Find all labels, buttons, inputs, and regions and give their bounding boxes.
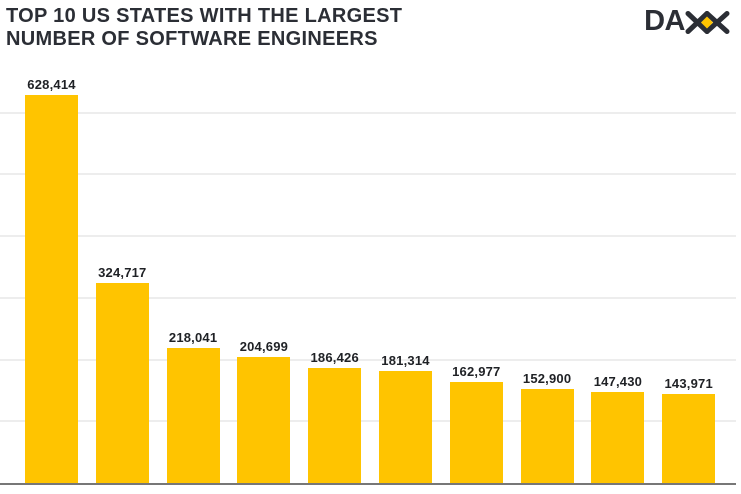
gridline (0, 111, 736, 114)
bar (591, 391, 645, 483)
gridline (0, 235, 736, 238)
daxx-logo-text: DA (644, 4, 685, 37)
chart-title-line1: TOP 10 US STATES WITH THE LARGEST (6, 5, 403, 27)
bar-value-label: 152,900 (522, 370, 572, 386)
bar-value-label: 147,430 (593, 373, 643, 389)
bar-value-label: 143,971 (664, 376, 713, 392)
bar (449, 382, 503, 483)
gridline (0, 173, 736, 176)
bar-value-label: 324,717 (98, 264, 147, 280)
daxx-logo: DA (644, 6, 732, 36)
bar (379, 371, 432, 483)
gridline (0, 420, 736, 423)
bar (166, 348, 220, 483)
bar-value-label: 186,426 (310, 349, 359, 365)
bar (520, 388, 574, 483)
daxx-logo-xx-diamond-icon (685, 10, 730, 34)
gridline (0, 296, 736, 299)
bar-value-label: 628,414 (27, 77, 76, 92)
bar-value-label: 204,699 (239, 338, 289, 354)
bar (308, 367, 362, 483)
logo-diamond-shape (701, 16, 713, 28)
bar-value-label: 218,041 (168, 330, 218, 346)
x-axis-line (0, 483, 736, 485)
bar-value-label: 162,977 (452, 364, 501, 380)
bar-value-label: 181,314 (381, 353, 430, 369)
bar (25, 95, 78, 483)
bar (95, 282, 149, 483)
chart-title-line2: NUMBER OF SOFTWARE ENGINEERS (6, 28, 378, 50)
bar (662, 394, 716, 483)
bar (237, 356, 291, 483)
chart-title: TOP 10 US STATES WITH THE LARGEST NUMBER… (6, 5, 402, 51)
gridline (0, 358, 736, 361)
